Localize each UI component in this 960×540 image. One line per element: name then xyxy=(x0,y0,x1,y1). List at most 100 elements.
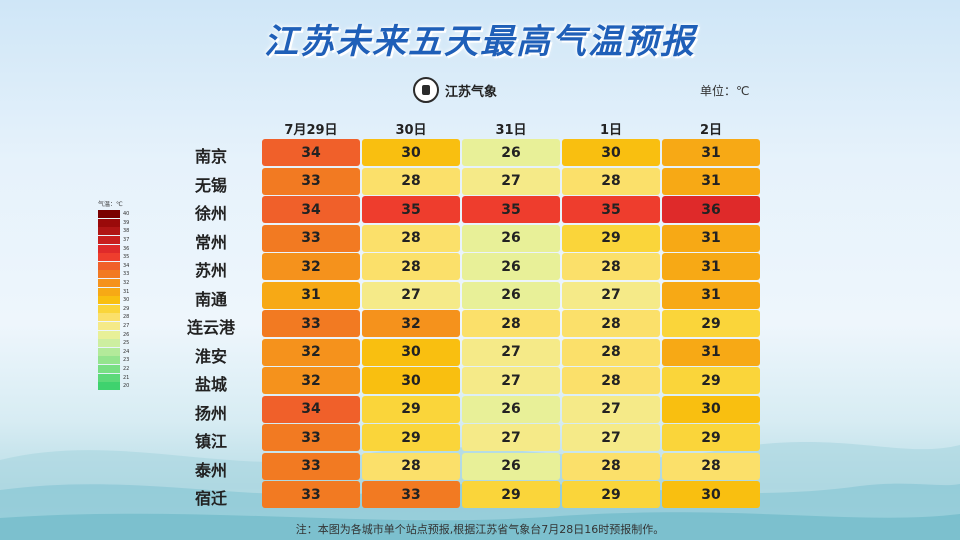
temperature-cell: 29 xyxy=(362,424,460,451)
temperature-cell: 34 xyxy=(262,395,360,423)
legend-label: 26 xyxy=(123,331,130,338)
footnote: 注：本图为各城市单个站点预报,根据江苏省气象台7月28日16时预报制作。 xyxy=(295,523,665,536)
city-label: 宿迁 xyxy=(194,489,227,508)
legend-item: 34 xyxy=(98,261,138,271)
temperature-cell: 27 xyxy=(462,367,560,394)
city-label: 徐州 xyxy=(194,204,227,223)
temperature-cell: 28 xyxy=(562,253,660,280)
temperature-cell: 28 xyxy=(562,310,660,337)
legend-swatch xyxy=(98,356,120,365)
temperature-cell: 33 xyxy=(362,481,460,508)
temperature-cell: 31 xyxy=(662,281,760,309)
legend-item: 21 xyxy=(98,373,138,382)
legend-label: 27 xyxy=(123,323,130,330)
temperature-cell: 27 xyxy=(562,395,660,423)
temperature-cell: 29 xyxy=(662,424,760,451)
page-title: 江苏未来五天最高气温预报 xyxy=(264,22,696,62)
city-label: 无锡 xyxy=(194,175,227,195)
temperature-cell: 31 xyxy=(662,253,760,280)
temperature-cell: 28 xyxy=(662,452,760,480)
legend-swatch xyxy=(98,253,120,262)
temperature-cell: 29 xyxy=(362,395,460,423)
temperature-cell: 31 xyxy=(662,338,760,366)
column-header: 30日 xyxy=(395,123,427,138)
legend-label: 25 xyxy=(123,340,130,347)
temperature-cell: 30 xyxy=(562,139,660,166)
temperature-cell: 36 xyxy=(662,196,760,223)
temperature-cell: 28 xyxy=(562,338,660,366)
legend-label: 24 xyxy=(123,348,130,355)
legend-item: 22 xyxy=(98,364,138,374)
legend-item: 30 xyxy=(98,296,138,305)
temperature-cell: 30 xyxy=(662,395,760,423)
legend-item: 31 xyxy=(98,287,138,296)
legend-label: 39 xyxy=(123,219,130,226)
temperature-cell: 27 xyxy=(462,167,560,195)
legend-item: 38 xyxy=(98,227,138,236)
city-label: 盐城 xyxy=(194,375,227,394)
legend-label: 21 xyxy=(123,374,130,381)
legend-label: 37 xyxy=(123,237,130,244)
legend-label: 32 xyxy=(123,280,130,287)
column-header: 31日 xyxy=(495,123,527,138)
temperature-cell: 35 xyxy=(362,196,460,223)
legend-swatch xyxy=(98,339,120,348)
legend-item: 28 xyxy=(98,313,138,322)
temperature-cell: 28 xyxy=(362,452,460,480)
legend-swatch xyxy=(98,227,120,236)
temperature-cell: 32 xyxy=(262,367,360,394)
temperature-cell: 29 xyxy=(662,310,760,337)
temperature-cell: 34 xyxy=(262,139,360,166)
legend-swatch xyxy=(98,330,120,339)
legend-swatch xyxy=(98,210,120,219)
temperature-cell: 28 xyxy=(562,367,660,394)
legend-label: 31 xyxy=(123,288,130,295)
legend-item: 24 xyxy=(98,347,138,357)
temperature-cell: 28 xyxy=(562,167,660,195)
logo: 江苏气象 xyxy=(413,77,497,103)
legend-swatch xyxy=(98,287,120,296)
temperature-cell: 30 xyxy=(662,481,760,508)
temperature-cell: 26 xyxy=(462,452,560,480)
jiangsu-weather-emblem-icon xyxy=(413,77,439,103)
legend-swatch xyxy=(98,279,120,288)
city-label: 镇江 xyxy=(194,432,227,451)
legend-label: 30 xyxy=(123,297,130,304)
logo-text: 江苏气象 xyxy=(445,84,498,100)
temperature-cell: 35 xyxy=(562,196,660,223)
temperature-cell: 26 xyxy=(462,253,560,280)
city-label: 南通 xyxy=(194,289,227,309)
temperature-cell: 29 xyxy=(562,481,660,508)
temperature-cell: 33 xyxy=(262,167,360,195)
legend-item: 27 xyxy=(98,322,138,331)
legend-title: 气温：℃ xyxy=(98,201,123,208)
legend-item: 35 xyxy=(98,253,138,262)
legend-label: 20 xyxy=(123,383,130,390)
legend-item: 33 xyxy=(98,270,138,279)
legend-label: 29 xyxy=(123,305,130,312)
color-legend: 气温：℃ 40 39 38 37 36 35 34 33 32 31 30 29 28 27 26 25 24 2… xyxy=(98,199,138,391)
temperature-cell: 27 xyxy=(562,424,660,451)
temperature-cell: 28 xyxy=(362,224,460,252)
legend-item: 32 xyxy=(98,279,138,288)
temperature-cell: 30 xyxy=(362,139,460,166)
legend-item: 29 xyxy=(98,304,138,314)
temperature-cell: 33 xyxy=(262,424,360,451)
legend-label: 38 xyxy=(123,228,130,235)
legend-swatch xyxy=(98,236,120,245)
temperature-cell: 27 xyxy=(362,281,460,309)
legend-swatch xyxy=(98,296,120,305)
city-label: 苏州 xyxy=(194,261,227,280)
temperature-cell: 26 xyxy=(462,139,560,166)
temperature-cell: 33 xyxy=(262,310,360,337)
temperature-cell: 28 xyxy=(362,253,460,280)
legend-label: 40 xyxy=(123,211,130,218)
legend-item: 20 xyxy=(98,382,138,391)
temperature-cell: 31 xyxy=(662,167,760,195)
legend-item: 23 xyxy=(98,356,138,365)
legend-swatch xyxy=(98,304,120,313)
temperature-cell: 27 xyxy=(462,338,560,366)
legend-swatch xyxy=(98,261,120,270)
temperature-cell: 26 xyxy=(462,395,560,423)
city-label: 淮安 xyxy=(194,346,227,366)
